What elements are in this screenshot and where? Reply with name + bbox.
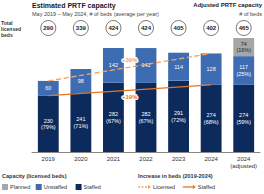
- svg-text:Staffed: Staffed: [198, 184, 215, 190]
- svg-text:# of beds: # of beds: [239, 11, 262, 17]
- svg-text:291: 291: [174, 110, 183, 116]
- svg-text:2020: 2020: [74, 156, 88, 162]
- svg-text:(72%): (72%): [171, 117, 186, 123]
- svg-text:(71%): (71%): [74, 123, 89, 129]
- svg-text:142: 142: [109, 62, 118, 68]
- svg-text:(67%): (67%): [106, 118, 121, 124]
- svg-text:Adjusted PRTF capacity: Adjusted PRTF capacity: [193, 2, 262, 8]
- svg-text:(68%): (68%): [204, 119, 219, 125]
- svg-text:(25%): (25%): [236, 71, 251, 77]
- svg-text:424: 424: [108, 25, 119, 31]
- svg-text:339: 339: [76, 25, 87, 31]
- svg-text:424: 424: [141, 25, 152, 31]
- svg-text:(79%): (79%): [41, 124, 56, 130]
- svg-text:402: 402: [206, 25, 217, 31]
- svg-text:230: 230: [44, 118, 53, 124]
- svg-text:licensed: licensed: [1, 25, 23, 32]
- svg-text:114: 114: [174, 64, 183, 70]
- svg-text:128: 128: [207, 66, 216, 72]
- svg-text:2022: 2022: [139, 156, 153, 162]
- svg-text:60: 60: [45, 85, 51, 91]
- svg-text:Staffed: Staffed: [84, 184, 101, 190]
- svg-text:74: 74: [241, 41, 247, 47]
- svg-text:241: 241: [76, 116, 85, 122]
- svg-text:Capacity (licensed beds): Capacity (licensed beds): [2, 173, 67, 179]
- svg-text:(59%): (59%): [236, 119, 251, 125]
- svg-text:465: 465: [239, 25, 250, 31]
- svg-text:(adjusted): (adjusted): [230, 163, 257, 169]
- svg-text:142: 142: [141, 62, 151, 69]
- svg-text:Planned: Planned: [10, 184, 30, 190]
- svg-text:2024: 2024: [204, 156, 218, 162]
- svg-text:May 2019 – May 2024, # of beds: May 2019 – May 2024, # of beds (average …: [32, 11, 159, 17]
- svg-text:Estimated PRTF capacity: Estimated PRTF capacity: [32, 2, 116, 10]
- svg-text:274: 274: [207, 112, 216, 118]
- svg-text:282: 282: [141, 111, 150, 117]
- svg-text:Total: Total: [1, 19, 14, 26]
- svg-text:274: 274: [239, 112, 248, 118]
- svg-text:Unstaffed: Unstaffed: [44, 184, 67, 190]
- svg-text:+19%: +19%: [122, 94, 138, 100]
- svg-text:117: 117: [239, 64, 248, 70]
- svg-text:(67%): (67%): [139, 118, 154, 124]
- svg-text:beds: beds: [1, 32, 13, 38]
- svg-text:Increase in beds (2019-2024): Increase in beds (2019-2024): [138, 173, 213, 179]
- svg-text:(16%): (16%): [236, 47, 251, 53]
- svg-text:2021: 2021: [107, 156, 121, 162]
- svg-text:2023: 2023: [172, 156, 186, 162]
- svg-text:2024: 2024: [237, 156, 251, 162]
- svg-text:2019: 2019: [42, 156, 56, 162]
- svg-text:Licensed: Licensed: [153, 184, 175, 190]
- svg-text:282: 282: [109, 111, 118, 117]
- svg-text:290: 290: [43, 25, 54, 31]
- svg-text:405: 405: [174, 25, 185, 31]
- svg-text:+39%: +39%: [122, 57, 138, 63]
- svg-text:98: 98: [78, 78, 84, 84]
